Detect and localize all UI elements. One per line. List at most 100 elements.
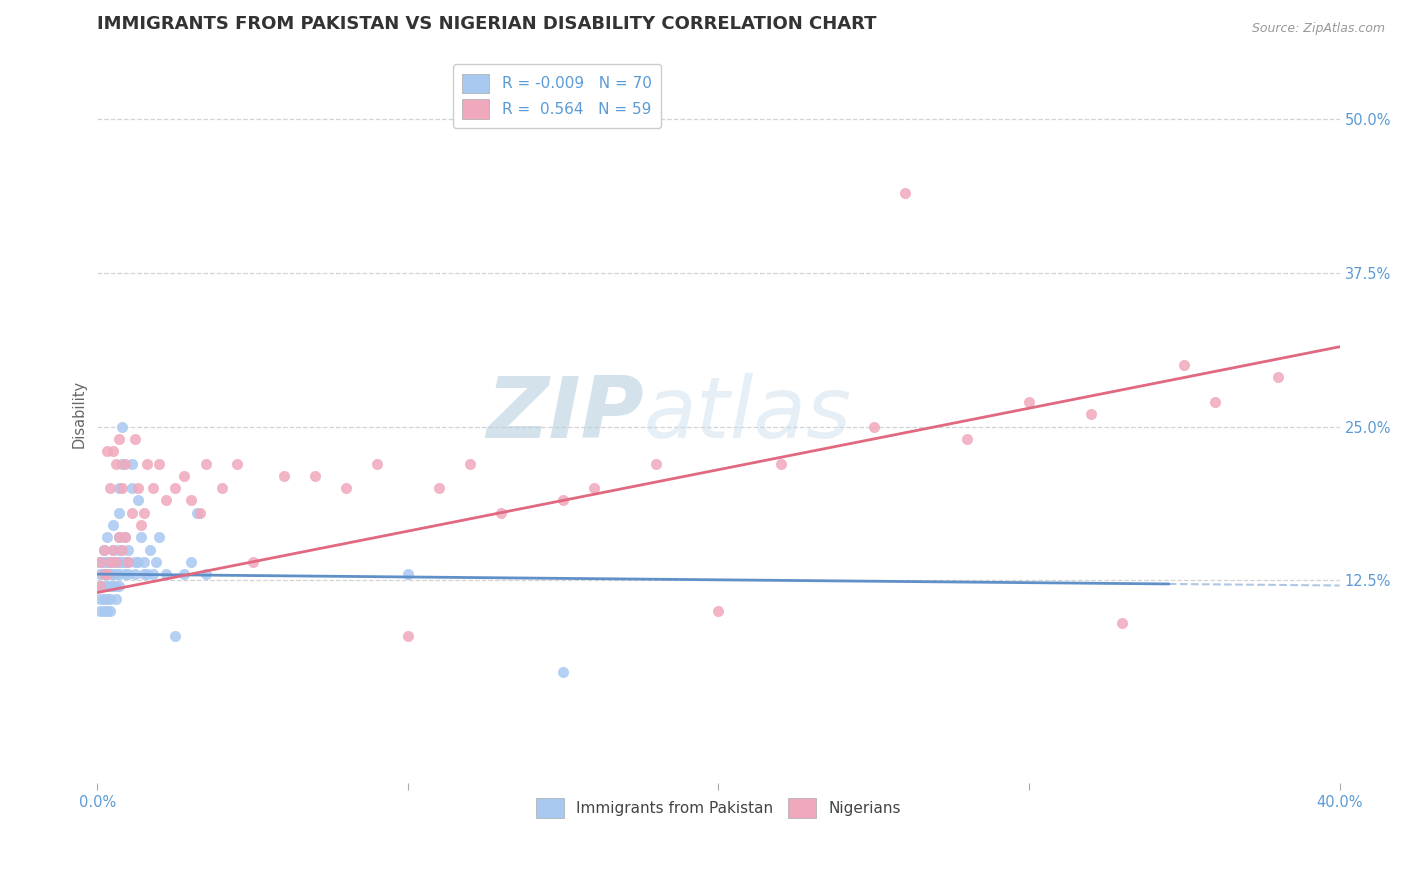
Point <box>108 506 131 520</box>
Point <box>104 591 127 606</box>
Point <box>173 567 195 582</box>
Point <box>98 481 121 495</box>
Point <box>226 457 249 471</box>
Point <box>96 567 118 582</box>
Legend: Immigrants from Pakistan, Nigerians: Immigrants from Pakistan, Nigerians <box>527 789 910 827</box>
Point <box>129 518 152 533</box>
Point <box>89 579 111 593</box>
Point <box>127 481 149 495</box>
Point <box>127 555 149 569</box>
Point <box>101 567 124 582</box>
Point <box>155 567 177 582</box>
Point <box>89 604 111 618</box>
Point <box>93 604 115 618</box>
Point <box>769 457 792 471</box>
Point <box>366 457 388 471</box>
Point <box>186 506 208 520</box>
Point <box>273 468 295 483</box>
Point <box>163 629 186 643</box>
Point <box>98 555 121 569</box>
Point <box>117 567 139 582</box>
Point <box>195 567 218 582</box>
Point <box>89 555 111 569</box>
Point <box>956 432 979 446</box>
Point <box>104 457 127 471</box>
Point <box>101 444 124 458</box>
Text: atlas: atlas <box>644 373 852 456</box>
Point <box>117 555 139 569</box>
Point <box>108 579 131 593</box>
Point <box>111 419 134 434</box>
Point <box>104 555 127 569</box>
Point <box>96 444 118 458</box>
Point <box>101 555 124 569</box>
Point <box>142 481 165 495</box>
Point <box>114 555 136 569</box>
Point <box>108 567 131 582</box>
Point <box>1018 395 1040 409</box>
Point <box>142 567 165 582</box>
Point <box>96 567 118 582</box>
Point <box>93 591 115 606</box>
Point <box>114 530 136 544</box>
Point <box>96 604 118 618</box>
Point <box>98 579 121 593</box>
Point <box>127 493 149 508</box>
Point <box>104 555 127 569</box>
Point <box>111 481 134 495</box>
Point <box>136 457 159 471</box>
Point <box>645 457 668 471</box>
Point <box>121 457 143 471</box>
Point <box>1173 358 1195 372</box>
Point <box>1360 629 1382 643</box>
Point <box>553 493 575 508</box>
Point <box>108 530 131 544</box>
Point <box>117 555 139 569</box>
Text: IMMIGRANTS FROM PAKISTAN VS NIGERIAN DISABILITY CORRELATION CHART: IMMIGRANTS FROM PAKISTAN VS NIGERIAN DIS… <box>97 15 877 33</box>
Point <box>132 567 155 582</box>
Y-axis label: Disability: Disability <box>72 380 86 449</box>
Point <box>396 629 419 643</box>
Point <box>1111 616 1133 631</box>
Point <box>101 579 124 593</box>
Point <box>108 481 131 495</box>
Point <box>93 542 115 557</box>
Point <box>188 506 211 520</box>
Point <box>108 542 131 557</box>
Text: Source: ZipAtlas.com: Source: ZipAtlas.com <box>1251 22 1385 36</box>
Point <box>98 591 121 606</box>
Point <box>114 567 136 582</box>
Point <box>129 530 152 544</box>
Point <box>117 542 139 557</box>
Point <box>111 555 134 569</box>
Point <box>124 555 146 569</box>
Point <box>553 665 575 680</box>
Point <box>124 567 146 582</box>
Point <box>101 542 124 557</box>
Point <box>96 555 118 569</box>
Point <box>1080 408 1102 422</box>
Point <box>195 457 218 471</box>
Point <box>304 468 326 483</box>
Point <box>180 493 202 508</box>
Point <box>148 457 170 471</box>
Point <box>211 481 233 495</box>
Point <box>136 567 159 582</box>
Point <box>862 419 884 434</box>
Point <box>98 567 121 582</box>
Point <box>163 481 186 495</box>
Point <box>104 579 127 593</box>
Point <box>93 567 115 582</box>
Point <box>114 530 136 544</box>
Point <box>583 481 606 495</box>
Point <box>98 604 121 618</box>
Point <box>489 506 512 520</box>
Point <box>155 493 177 508</box>
Point <box>93 579 115 593</box>
Point <box>108 530 131 544</box>
Point <box>114 457 136 471</box>
Point <box>121 506 143 520</box>
Point <box>242 555 264 569</box>
Point <box>707 604 730 618</box>
Point <box>335 481 357 495</box>
